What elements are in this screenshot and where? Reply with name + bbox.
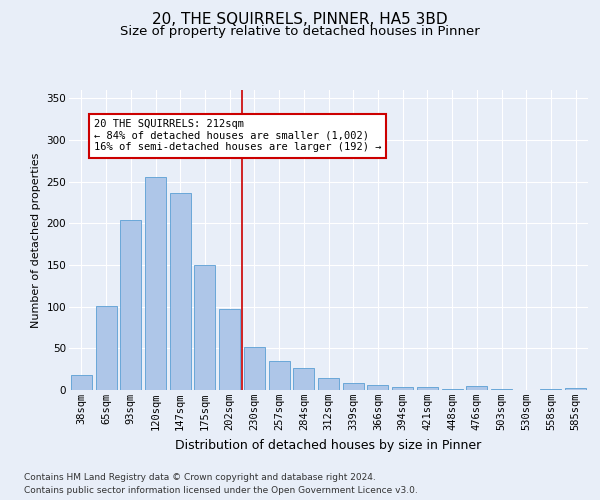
Bar (417, 386, 438, 390)
Bar (244, 346, 265, 390)
Bar (367, 385, 388, 390)
Bar (442, 389, 463, 390)
Bar (145, 176, 166, 390)
X-axis label: Distribution of detached houses by size in Pinner: Distribution of detached houses by size … (175, 438, 482, 452)
Bar (318, 378, 339, 390)
Bar (269, 361, 290, 390)
Bar (541, 389, 562, 390)
Text: Contains HM Land Registry data © Crown copyright and database right 2024.: Contains HM Land Registry data © Crown c… (24, 472, 376, 482)
Bar (95, 306, 116, 390)
Y-axis label: Number of detached properties: Number of detached properties (31, 152, 41, 328)
Text: Contains public sector information licensed under the Open Government Licence v3: Contains public sector information licen… (24, 486, 418, 495)
Bar (466, 386, 487, 390)
Bar (343, 384, 364, 390)
Bar (71, 375, 92, 390)
Text: 20, THE SQUIRRELS, PINNER, HA5 3BD: 20, THE SQUIRRELS, PINNER, HA5 3BD (152, 12, 448, 28)
Bar (293, 368, 314, 390)
Bar (491, 389, 512, 390)
Bar (565, 388, 586, 390)
Bar (194, 265, 215, 390)
Text: 20 THE SQUIRRELS: 212sqm
← 84% of detached houses are smaller (1,002)
16% of sem: 20 THE SQUIRRELS: 212sqm ← 84% of detach… (94, 119, 381, 152)
Bar (219, 309, 240, 390)
Bar (392, 386, 413, 390)
Bar (120, 220, 141, 390)
Bar (170, 194, 191, 390)
Text: Size of property relative to detached houses in Pinner: Size of property relative to detached ho… (120, 25, 480, 38)
